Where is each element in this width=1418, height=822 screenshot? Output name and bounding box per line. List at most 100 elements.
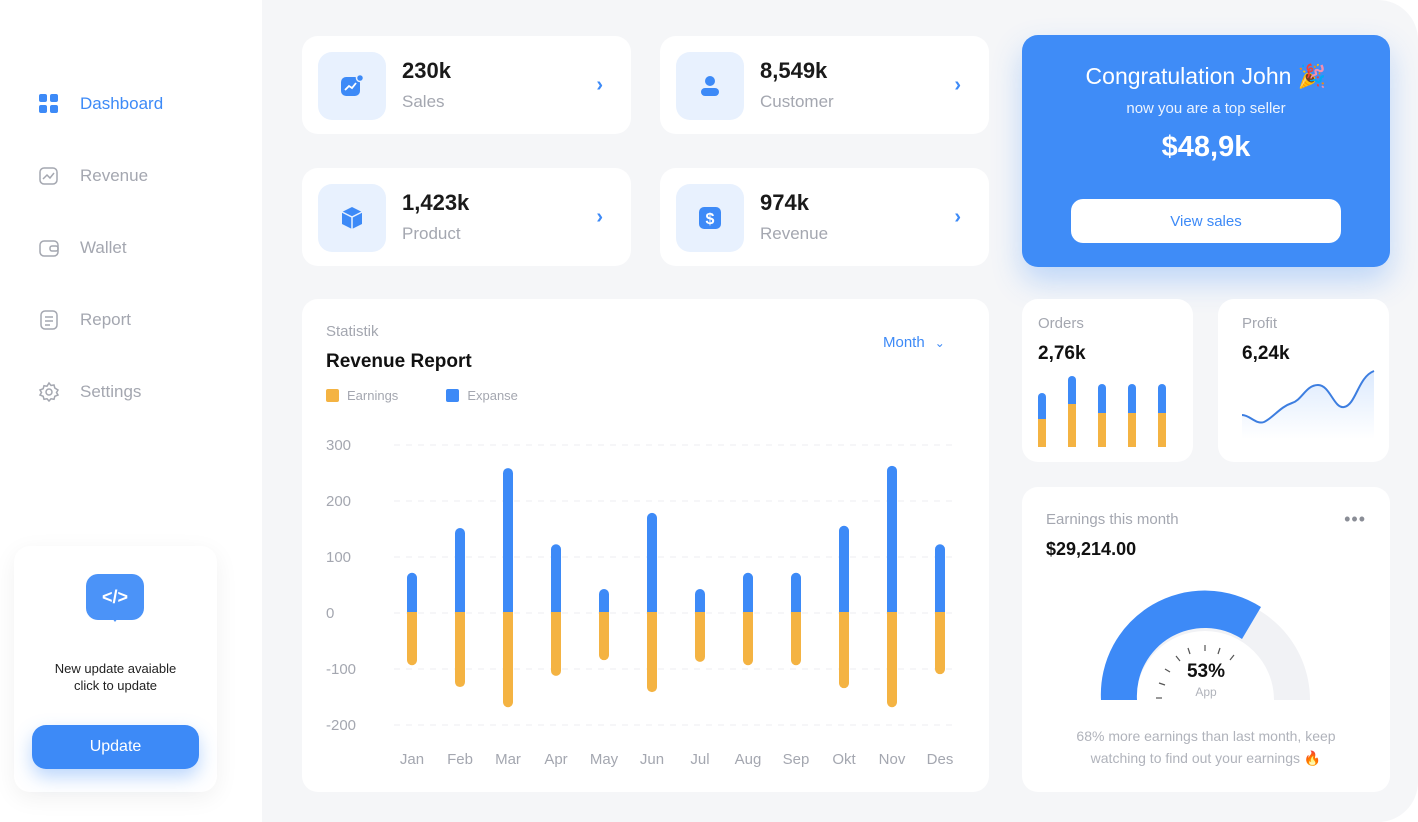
stat-card-revenue[interactable]: $ 974k Revenue › [660, 168, 989, 266]
gauge-label: App [1195, 685, 1217, 699]
sidebar-item-settings[interactable]: Settings [38, 381, 141, 403]
sidebar-item-label: Dashboard [80, 94, 164, 113]
earnings-note: 68% more earnings than last month, keep [1076, 728, 1336, 744]
update-card: </> New update avaiable click to update U… [14, 546, 217, 792]
earnings-bar [407, 612, 417, 666]
expanse-bar [407, 572, 417, 618]
sidebar-item-wallet[interactable]: Wallet [38, 237, 127, 259]
orders-bar [1158, 384, 1166, 447]
report-title: Revenue Report [326, 351, 472, 372]
sidebar-item-revenue[interactable]: Revenue [38, 165, 148, 187]
y-tick-label: 300 [326, 437, 351, 454]
svg-text:$: $ [706, 211, 715, 228]
update-submessage: click to update [73, 678, 158, 693]
earnings-bar [839, 612, 849, 689]
stat-value: 8,549k [760, 58, 828, 83]
x-tick-label: Des [927, 751, 954, 768]
promo-subtitle: now you are a top seller [1126, 100, 1286, 117]
sidebar-item-label: Report [80, 310, 132, 329]
more-options-icon[interactable]: ••• [1344, 509, 1366, 529]
stat-card-sales[interactable]: 230k Sales › [302, 36, 631, 134]
chevron-down-icon: ⌄ [934, 335, 945, 350]
chart-icon [38, 165, 60, 187]
earnings-bar-cap [455, 612, 465, 618]
y-tick-label: -100 [326, 661, 356, 678]
period-value: Month [883, 334, 925, 351]
expanse-bar [791, 572, 801, 618]
orders-bar [1068, 376, 1076, 447]
earnings-bar-cap [791, 612, 801, 618]
x-tick-label: Jan [400, 751, 424, 768]
orders-bar [1038, 393, 1046, 447]
x-tick-label: May [590, 751, 619, 768]
expanse-bar [551, 544, 561, 618]
chevron-right-icon[interactable]: › [596, 206, 603, 228]
earnings-bar [551, 612, 561, 676]
grid-icon [38, 93, 60, 115]
period-dropdown[interactable]: Month ⌄ [883, 334, 945, 351]
legend-expanse: Expanse [446, 388, 518, 403]
x-tick-label: Okt [832, 751, 856, 768]
stat-value: 230k [402, 58, 451, 83]
gauge-ticks [1156, 645, 1235, 699]
profit-label: Profit [1242, 315, 1278, 332]
box-icon [318, 184, 386, 252]
sidebar-item-label: Settings [80, 382, 142, 401]
stat-card-customer[interactable]: 8,549k Customer › [660, 36, 989, 134]
x-tick-label: Apr [544, 751, 567, 768]
revenue-report-card: Statistik Revenue Report Month ⌄ Earnings… [302, 299, 989, 792]
revenue-chart: 300 200 100 0 -100 -200 Jan Feb Mar Apr May Jun Jul A… [326, 437, 954, 768]
y-tick-label: 0 [326, 605, 334, 622]
earnings-bar [887, 612, 897, 708]
y-tick-label: 200 [326, 493, 351, 510]
expanse-bar [695, 589, 705, 618]
y-tick-label: 100 [326, 549, 351, 566]
sidebar-item-dashboard[interactable]: Dashboard [38, 93, 163, 115]
earnings-bar-cap [407, 612, 417, 618]
chart-legend: Earnings Expanse [326, 388, 518, 403]
expanse-bar [599, 589, 609, 618]
orders-value: 2,76k [1038, 343, 1086, 364]
x-tick-label: Jun [640, 751, 664, 768]
x-tick-label: Feb [447, 751, 473, 768]
earnings-bar-cap [695, 612, 705, 618]
expanse-bar [887, 465, 897, 618]
earnings-bar-cap [599, 612, 609, 618]
gear-icon [38, 381, 60, 403]
earnings-note-2: watching to find out your earnings 🔥 [1090, 750, 1322, 766]
earnings-bar [695, 612, 705, 662]
stat-label: Customer [760, 92, 834, 111]
wallet-icon [38, 237, 60, 259]
x-tick-label: Mar [495, 751, 521, 768]
earnings-bar [743, 612, 753, 666]
x-tick-label: Jul [690, 751, 709, 768]
profit-value: 6,24k [1242, 343, 1290, 364]
y-tick-label: -200 [326, 717, 356, 734]
chevron-right-icon[interactable]: › [954, 74, 961, 96]
sidebar-item-label: Wallet [80, 238, 127, 257]
chevron-right-icon[interactable]: › [954, 206, 961, 228]
gauge-fill [1100, 590, 1261, 700]
stat-value: 1,423k [402, 190, 470, 215]
orders-bar [1098, 384, 1106, 447]
earnings-bar [455, 612, 465, 688]
earnings-label: Earnings this month [1046, 511, 1179, 528]
user-icon [676, 52, 744, 120]
expanse-bar [647, 512, 657, 618]
update-button[interactable]: Update [32, 725, 199, 769]
earnings-card: Earnings this month $29,214.00 ••• 53% A… [1022, 487, 1390, 792]
earnings-gauge [1100, 590, 1310, 700]
view-sales-button[interactable]: View sales [1071, 199, 1341, 243]
orders-mini-chart [1038, 376, 1166, 447]
stat-label: Product [402, 224, 461, 243]
expanse-bar [503, 468, 513, 618]
sidebar-item-report[interactable]: Report [38, 309, 131, 331]
x-tick-label: Nov [879, 751, 906, 768]
earnings-bar-cap [743, 612, 753, 618]
earnings-bar [503, 612, 513, 708]
orders-label: Orders [1038, 315, 1084, 332]
chevron-right-icon[interactable]: › [596, 74, 603, 96]
stat-card-product[interactable]: 1,423k Product › [302, 168, 631, 266]
orders-bar [1128, 384, 1136, 447]
report-kicker: Statistik [326, 323, 379, 340]
